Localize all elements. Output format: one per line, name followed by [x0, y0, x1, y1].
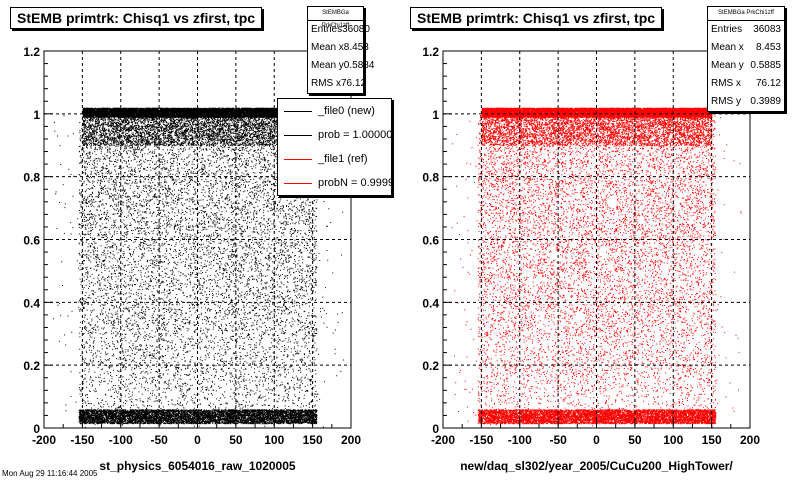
x-tick-label: 0	[194, 433, 201, 447]
stats-header: StEMBGa PrkChi1zff	[308, 7, 363, 29]
y-tick-label: 0.6	[23, 234, 40, 248]
x-tick-label: 50	[229, 433, 243, 447]
chart-title-right: StEMB primtrk: Chisq1 vs zfirst, tpc	[410, 7, 663, 29]
stats-row-entries: Entries 36080	[311, 24, 370, 35]
x-tick-label: -50	[150, 433, 168, 447]
stats-row-mean-y: Mean y 0.5885	[711, 60, 781, 71]
stats-row-mean-x: Mean x 8.453	[311, 42, 369, 53]
y-tick-label: 1	[432, 108, 439, 122]
legend-entry: _file1 (ref)	[278, 147, 391, 171]
legend-entry: _file0 (new)	[278, 99, 391, 123]
legend-entry: probN = 0.999966	[278, 171, 391, 195]
x-tick-label: 100	[663, 433, 683, 447]
x-tick-label: -150	[70, 433, 94, 447]
stats-row-rms-x: RMS x 76.12	[311, 78, 367, 89]
x-tick-label: -100	[508, 433, 532, 447]
y-tick-label: 0.4	[23, 296, 40, 310]
y-tick-label: 0.6	[422, 234, 439, 248]
x-tick-label: 200	[740, 433, 760, 447]
x-tick-label: 100	[264, 433, 284, 447]
legend-swatch	[284, 134, 312, 136]
footer-timestamp: Mon Aug 29 11:16:44 2005	[2, 469, 98, 478]
stats-row-mean-x: Mean x 8.453	[711, 42, 781, 53]
plot-area: -200 -150 -100 -50 0 50 100 150 200 0 0.2 0.4 0.6 0.8…	[422, 45, 760, 473]
x-tick-label: -150	[469, 433, 493, 447]
y-tick-label: 0	[33, 422, 40, 436]
x-tick-label: 50	[628, 433, 642, 447]
grid	[443, 51, 750, 428]
x-tick-label: 150	[702, 433, 722, 447]
y-tick-label: 0.2	[422, 359, 439, 373]
x-tick-label: -200	[431, 433, 455, 447]
stats-row-entries: Entries 36083	[711, 24, 781, 35]
y-tick-label: 0	[432, 422, 439, 436]
stats-row-mean-y: Mean y 0.5884	[311, 60, 375, 71]
y-tick-label: 0.2	[23, 359, 40, 373]
x-tick-label: -200	[32, 433, 56, 447]
x-tick-label: 150	[303, 433, 323, 447]
x-axis-label: new/daq_sl302/year_2005/CuCu200_HighTowe…	[460, 459, 733, 473]
y-tick-label: 1.2	[23, 45, 40, 59]
x-tick-label: -50	[549, 433, 567, 447]
plot-area: -200 -150 -100 -50 0 50 100 150 200 0 0.2 0.4 0.6 0.8…	[23, 45, 361, 473]
legend-entry: prob = 1.000000	[278, 123, 391, 147]
stats-row-rms-y: RMS y 0.3989	[711, 96, 781, 107]
stats-box-right: StEMBGa PrkChi1zff Entries 36083 Mean x 8.…	[707, 6, 785, 112]
legend-swatch	[284, 182, 312, 184]
x-tick-label: 200	[341, 433, 361, 447]
legend-box: _file0 (new) prob = 1.000000 _file1 (ref…	[277, 98, 392, 196]
x-tick-label: -100	[109, 433, 133, 447]
legend-swatch	[284, 158, 312, 160]
stats-header: StEMBGa PrkChi1zff	[708, 7, 784, 21]
x-axis-label: st_physics_6054016_raw_1020005	[99, 459, 295, 473]
legend-swatch	[284, 110, 312, 112]
stats-row-rms-x: RMS x 76.12	[711, 78, 781, 89]
y-tick-label: 0.8	[23, 171, 40, 185]
y-tick-label: 1.2	[422, 45, 439, 59]
stats-box-left: StEMBGa PrkChi1zff Entries 36080 Mean x 8.…	[307, 6, 375, 94]
y-tick-label: 1	[33, 108, 40, 122]
y-tick-label: 0.4	[422, 296, 439, 310]
x-tick-label: 0	[593, 433, 600, 447]
chart-title-left: StEMB primtrk: Chisq1 vs zfirst, tpc	[10, 7, 263, 29]
y-tick-label: 0.8	[422, 171, 439, 185]
scatter-marks	[451, 107, 742, 428]
scatter-points	[451, 107, 742, 428]
